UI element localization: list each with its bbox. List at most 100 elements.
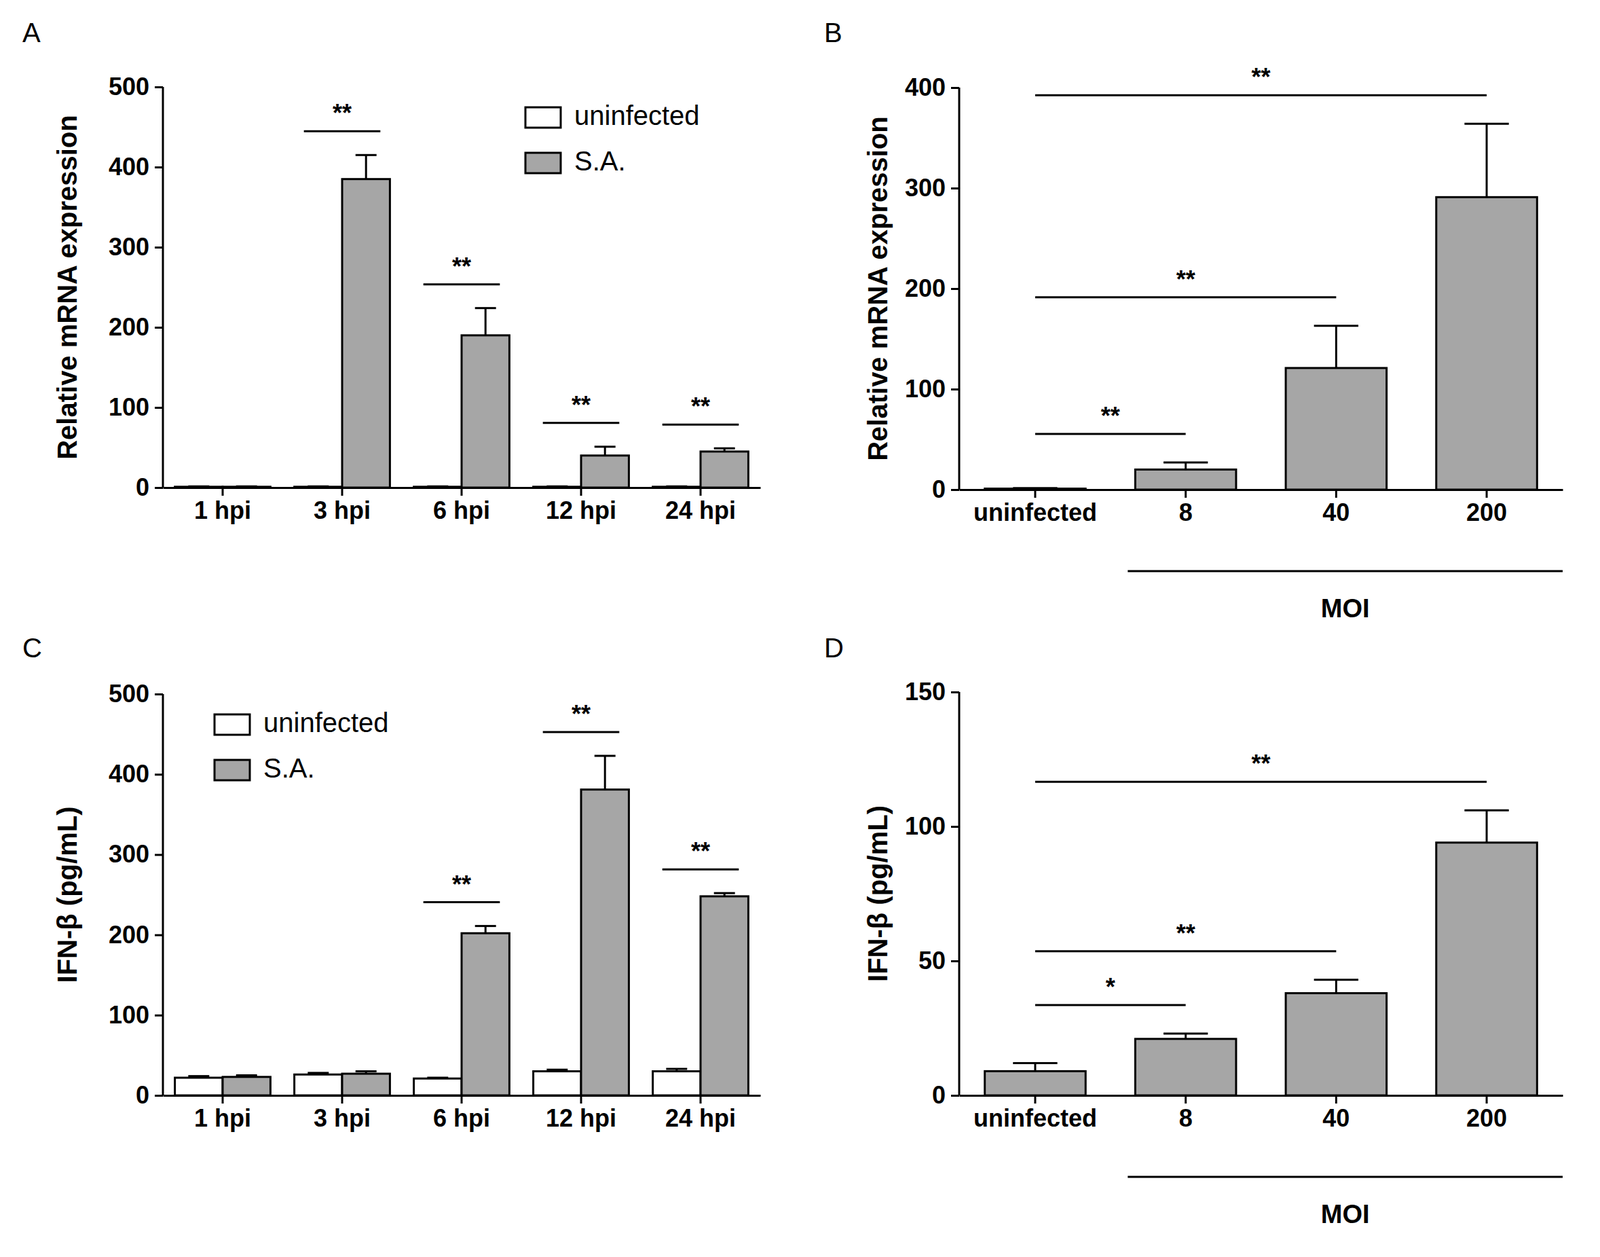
x-axis: 1 hpi3 hpi6 hpi12 hpi24 hpi — [163, 487, 761, 525]
bar — [984, 1070, 1087, 1095]
x-tick: 200 — [1466, 1094, 1508, 1132]
x-tick-label: 40 — [1322, 498, 1350, 527]
y-tick-label: 200 — [904, 274, 946, 303]
x-tick-mark — [1184, 1094, 1187, 1104]
y-axis: 0100200300400 — [904, 73, 960, 504]
significance-label: ** — [571, 699, 591, 728]
x-tick-label: 200 — [1466, 498, 1508, 527]
x-tick-label: 6 hpi — [433, 496, 491, 525]
error-bar — [714, 892, 736, 897]
x-tick: 8 — [1179, 1094, 1193, 1132]
x-tick-mark — [580, 1094, 583, 1104]
y-tick-mark — [951, 825, 960, 828]
y-tick-mark — [951, 187, 960, 190]
bar — [461, 932, 510, 1095]
bar — [1436, 196, 1538, 490]
x-tick-label: uninfected — [973, 498, 1097, 527]
x-tick-label: 24 hpi — [665, 496, 736, 525]
significance-bracket — [1035, 780, 1487, 783]
figure: 01002003004005001 hpi3 hpi6 hpi12 hpi24 … — [0, 0, 1600, 1257]
y-tick-mark — [951, 691, 960, 694]
y-tick-mark — [154, 853, 163, 856]
y-tick-mark — [154, 1014, 163, 1017]
significance-bracket — [1035, 949, 1336, 952]
x-tick-mark — [1485, 1094, 1488, 1104]
x-tick-mark — [699, 1094, 702, 1104]
significance-label: ** — [1101, 401, 1121, 430]
y-tick-label: 400 — [904, 73, 946, 102]
y-tick: 0 — [932, 1080, 960, 1109]
y-tick-label: 50 — [918, 946, 946, 975]
y-tick-mark — [154, 166, 163, 169]
significance-label: * — [1105, 972, 1116, 1001]
legend-label: S.A. — [574, 145, 626, 176]
y-axis-line — [958, 691, 961, 1095]
y-tick-label: 500 — [108, 72, 150, 101]
significance-line — [662, 423, 740, 426]
y-tick-mark — [154, 934, 163, 937]
y-axis-line — [162, 693, 165, 1095]
bar — [461, 335, 510, 488]
legend: uninfectedS.A. — [525, 100, 700, 176]
y-axis: 0100200300400500 — [108, 72, 163, 501]
y-tick-label: 400 — [108, 759, 150, 788]
x-tick: 8 — [1179, 489, 1193, 527]
error-cap — [546, 1068, 568, 1071]
y-tick: 100 — [904, 811, 960, 840]
error-cap — [307, 1071, 329, 1074]
y-tick-label: 300 — [108, 839, 150, 868]
significance-line — [543, 421, 620, 424]
error-bar — [355, 154, 377, 179]
error-bar — [714, 448, 736, 452]
y-tick-mark — [951, 287, 960, 290]
error-bar — [594, 755, 616, 790]
panel: 050100150uninfected840200DIFN-β (pg/mL)M… — [824, 632, 1564, 1229]
bar — [653, 1071, 701, 1095]
x-tick-mark — [1485, 489, 1488, 498]
error-bar — [355, 1071, 377, 1074]
error-bar — [546, 1069, 568, 1071]
legend-swatch — [214, 759, 250, 780]
error-stem — [1033, 1062, 1036, 1071]
panel: 0100200300400uninfected840200BRelative m… — [824, 17, 1564, 623]
y-axis-title: Relative mRNA expression — [862, 116, 893, 461]
y-tick: 0 — [135, 473, 163, 501]
error-stem — [365, 154, 368, 179]
x-tick: 1 hpi — [194, 1094, 252, 1132]
y-tick: 300 — [108, 232, 163, 261]
bar — [533, 1071, 582, 1095]
y-tick: 100 — [904, 374, 960, 403]
significance-label: ** — [691, 836, 711, 865]
error-cap — [1464, 122, 1509, 125]
y-tick-label: 0 — [135, 1080, 150, 1109]
error-bar — [307, 1072, 329, 1074]
significance-label: ** — [1176, 919, 1196, 947]
legend-swatch — [214, 714, 250, 735]
y-tick: 200 — [108, 312, 163, 341]
error-bar — [475, 925, 497, 934]
error-bar — [1012, 1062, 1057, 1071]
y-tick: 200 — [904, 274, 960, 303]
error-cap — [714, 447, 736, 450]
y-tick: 100 — [108, 1000, 163, 1029]
x-tick: 6 hpi — [433, 1094, 491, 1132]
x-tick-mark — [699, 487, 702, 496]
x-axis-line — [959, 1094, 1564, 1097]
y-tick-label: 0 — [932, 1080, 946, 1109]
x-tick-label: 200 — [1466, 1103, 1508, 1132]
x-tick-mark — [460, 487, 463, 496]
panel-label: A — [22, 17, 41, 48]
plot-marks — [175, 755, 749, 1095]
x-axis: uninfected 8 40 200 — [959, 489, 1564, 527]
x-tick: uninfected — [973, 489, 1097, 527]
bar — [581, 789, 629, 1095]
error-bar — [475, 308, 497, 336]
x-tick-label: 1 hpi — [194, 496, 252, 525]
significance-bracket — [1035, 295, 1336, 299]
error-cap — [1464, 809, 1509, 812]
significance-line — [304, 130, 381, 133]
error-bar — [1464, 809, 1509, 843]
x-axis-line — [959, 488, 1564, 491]
error-bar — [1314, 979, 1359, 994]
x-tick: 200 — [1466, 489, 1508, 527]
